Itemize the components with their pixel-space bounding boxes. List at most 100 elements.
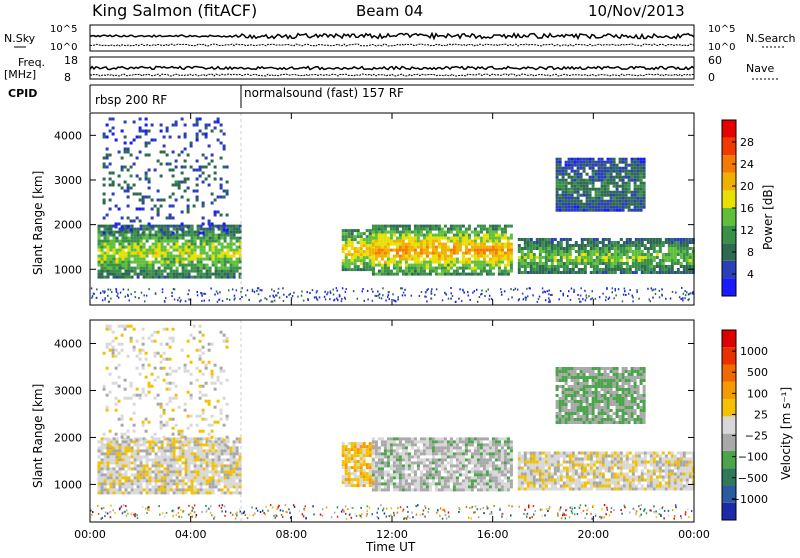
power-panel-cell — [96, 288, 98, 290]
velocity-panel-cell — [426, 449, 429, 452]
power-panel-cell — [610, 161, 613, 164]
velocity-panel-cell — [161, 458, 164, 461]
power-panel-cell — [417, 267, 420, 270]
power-panel-cell — [164, 228, 167, 231]
power-panel-cell — [390, 231, 393, 234]
power-panel-cell — [622, 191, 625, 194]
power-panel-cell — [177, 299, 179, 301]
power-panel-cell — [644, 244, 647, 247]
power-panel-cell — [148, 187, 151, 190]
velocity-panel-cell — [393, 452, 396, 455]
power-panel-cell — [450, 264, 453, 267]
velocity-panel-cell — [133, 349, 136, 352]
velocity-panel-cell — [98, 488, 101, 491]
velocity-panel-cell — [220, 382, 223, 385]
velocity-panel-cell — [134, 461, 137, 464]
power-panel-cell — [107, 237, 110, 240]
power-panel-cell — [143, 249, 146, 252]
velocity-panel-cell — [185, 452, 188, 455]
power-panel-cell — [119, 255, 122, 258]
power-panel-cell — [142, 208, 145, 211]
power-panel-cell — [101, 246, 104, 249]
power-panel-cell — [653, 244, 656, 247]
velocity-panel-cell — [110, 485, 113, 488]
velocity-panel-cell — [405, 446, 408, 449]
power-panel-cell — [372, 291, 374, 293]
power-panel-cell — [152, 273, 155, 276]
power-panel-cell — [387, 255, 390, 258]
power-panel-cell — [411, 267, 414, 270]
velocity-panel-cell — [212, 458, 215, 461]
velocity-panel-cell — [378, 455, 381, 458]
velocity-panel-cell — [218, 476, 221, 479]
power-panel-cell — [560, 262, 563, 265]
date-title: 10/Nov/2013 — [588, 2, 685, 20]
power-panel-cell — [518, 265, 521, 268]
power-panel-cell — [233, 273, 236, 276]
power-panel-cell — [548, 297, 550, 299]
power-panel-cell — [208, 124, 211, 127]
power-panel-cell — [405, 261, 408, 264]
power-panel-cell — [596, 238, 599, 241]
power-panel-cell — [119, 252, 122, 255]
velocity-panel-cell — [381, 488, 384, 491]
power-panel-cell — [230, 273, 233, 276]
velocity-panel-cell — [206, 464, 209, 467]
power-panel-cell — [524, 259, 527, 262]
velocity-panel-cell — [390, 440, 393, 443]
power-panel-cell — [139, 127, 142, 130]
velocity-panel-cell — [169, 358, 172, 361]
velocity-panel-cell — [140, 470, 143, 473]
power-panel-cell — [146, 273, 149, 276]
velocity-panel-cell — [423, 458, 426, 461]
power-panel-cell — [173, 270, 176, 273]
power-panel-cell — [176, 243, 179, 246]
power-panel-cell — [596, 250, 599, 253]
velocity-panel-cell — [348, 457, 351, 460]
velocity-panel-cell — [441, 443, 444, 446]
velocity-panel-cell — [209, 452, 212, 455]
power-panel-cell — [689, 271, 692, 274]
velocity-panel-cell — [131, 449, 134, 452]
power-panel-cell — [504, 255, 507, 258]
power-panel-cell — [411, 231, 414, 234]
velocity-panel-cell — [429, 452, 432, 455]
power-panel-cell — [563, 262, 566, 265]
velocity-panel-cell — [366, 454, 369, 457]
power-panel-cell — [628, 191, 631, 194]
power-panel-cell — [462, 258, 465, 261]
velocity-panel-cell — [199, 358, 202, 361]
power-panel-cell — [524, 247, 527, 250]
power-panel-cell — [423, 261, 426, 264]
power-panel-cell — [577, 203, 580, 206]
velocity-panel-cell — [387, 464, 390, 467]
power-panel-cell — [641, 253, 644, 256]
power-panel-cell — [656, 271, 659, 274]
power-panel-cell — [379, 297, 381, 299]
power-panel-cell — [559, 206, 562, 209]
velocity-panel-cell — [429, 476, 432, 479]
velocity-panel-cell — [233, 467, 236, 470]
power-panel-cell — [173, 249, 176, 252]
velocity-panel-cell — [363, 478, 366, 481]
power-panel-cell — [651, 287, 653, 289]
power-panel-cell — [387, 237, 390, 240]
velocity-panel-cell — [369, 466, 372, 469]
power-panel-cell — [378, 295, 380, 297]
power-panel-cell — [182, 234, 185, 237]
velocity-panel-cell — [161, 452, 164, 455]
power-panel-cell — [559, 194, 562, 197]
velocity-panel-cell — [122, 449, 125, 452]
power-panel-cell — [628, 209, 631, 212]
power-panel-cell — [525, 299, 527, 301]
power-panel-cell — [215, 273, 218, 276]
power-panel-cell — [595, 179, 598, 182]
power-panel-cell — [459, 243, 462, 246]
velocity-panel-cell — [199, 391, 202, 394]
velocity-panel-cell — [432, 446, 435, 449]
power-panel-cell — [659, 265, 662, 268]
power-panel-cell — [166, 127, 169, 130]
power-panel-cell — [351, 259, 354, 262]
velocity-panel-cell — [224, 479, 227, 482]
power-panel-cell — [632, 241, 635, 244]
